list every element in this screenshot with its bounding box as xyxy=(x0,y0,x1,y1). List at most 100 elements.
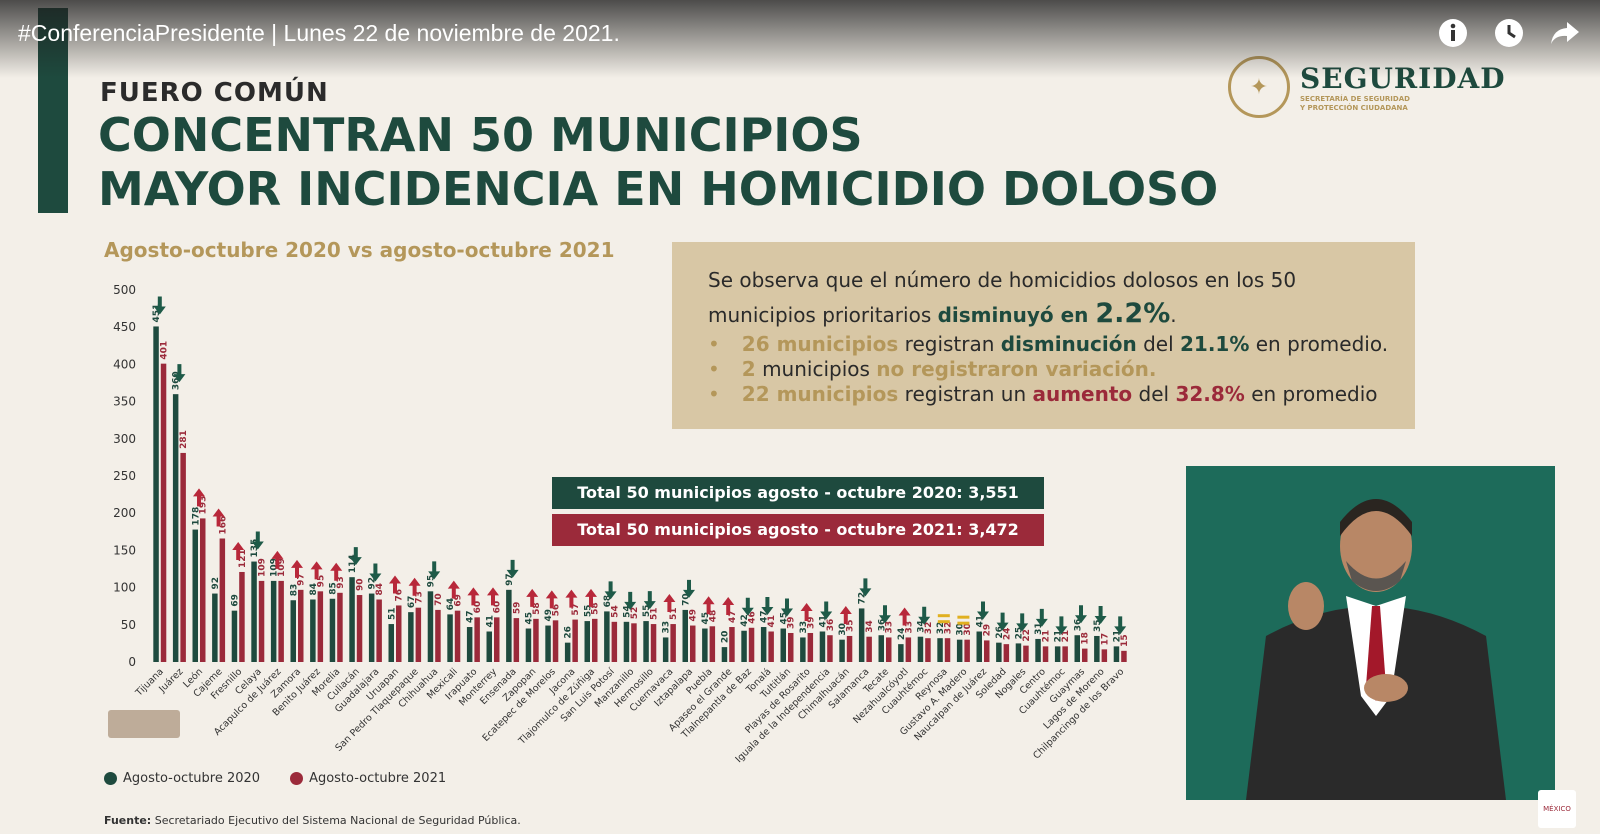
arrow-up-icon xyxy=(545,590,558,609)
arrow-down-icon xyxy=(624,591,637,610)
data-label-2020: 21 xyxy=(1112,630,1122,643)
data-label-2021: 32 xyxy=(944,622,954,635)
data-label-2020: 47 xyxy=(466,611,476,624)
arrow-down-icon xyxy=(428,561,441,580)
share-icon[interactable] xyxy=(1548,16,1582,50)
arrow-down-icon xyxy=(918,606,931,625)
data-label-2021: 51 xyxy=(650,608,660,621)
data-label-2021: 90 xyxy=(356,579,366,592)
data-label-2021: 76 xyxy=(395,589,405,602)
bar-2021 xyxy=(474,617,480,662)
arrow-up-icon xyxy=(800,602,813,621)
bar-2020 xyxy=(976,631,982,662)
bar-2020 xyxy=(525,628,532,662)
bar-2020 xyxy=(623,621,630,662)
data-label-2021: 60 xyxy=(493,601,503,614)
bar-2020 xyxy=(878,635,884,662)
video-controls xyxy=(1436,16,1582,50)
bar-2021 xyxy=(337,592,343,662)
data-label-2021: 56 xyxy=(552,604,562,617)
bar-2020 xyxy=(1074,635,1080,662)
arrow-down-icon xyxy=(820,601,833,620)
clock-icon[interactable] xyxy=(1492,16,1526,50)
data-label-2021: 49 xyxy=(689,609,699,622)
bar-2021 xyxy=(160,363,167,662)
bar-2020 xyxy=(545,625,551,662)
bar-2020 xyxy=(800,637,806,662)
bar-2021 xyxy=(494,617,500,662)
info-icon[interactable] xyxy=(1436,16,1470,50)
y-tick-label: 250 xyxy=(113,469,136,483)
data-label-2020: 178 xyxy=(191,507,201,526)
arrow-down-icon xyxy=(879,605,891,624)
data-label-2021: 36 xyxy=(826,619,836,632)
arrow-down-icon xyxy=(349,547,362,566)
info-line-1: Se observa que el número de homicidios d… xyxy=(708,268,1297,292)
data-label-2020: 31 xyxy=(1034,622,1044,635)
data-label-2020: 95 xyxy=(426,575,436,588)
data-label-2021: 70 xyxy=(434,593,444,606)
data-label-2020: 33 xyxy=(799,621,809,634)
data-label-2020: 92 xyxy=(211,577,221,590)
data-label-2021: 401 xyxy=(160,341,170,360)
bar-2021 xyxy=(572,619,578,662)
bar-2021 xyxy=(1101,649,1108,662)
bar-2020 xyxy=(290,600,296,662)
arrow-up-icon xyxy=(389,575,401,594)
data-label-2021: 21 xyxy=(1042,630,1052,643)
bar-2021 xyxy=(258,580,265,662)
bar-2020 xyxy=(270,580,277,662)
arrow-down-icon xyxy=(643,591,656,610)
arrow-down-icon xyxy=(683,579,695,598)
data-label-2021: 51 xyxy=(669,608,679,621)
logo-sub-text-1: SECRETARÍA DE SEGURIDAD xyxy=(1300,94,1410,103)
bar-2020 xyxy=(1015,643,1022,662)
bar-2020 xyxy=(956,639,963,662)
bar-2021 xyxy=(1062,646,1068,662)
bar-2020 xyxy=(349,577,355,662)
bar-2021 xyxy=(200,518,206,662)
bar-2020 xyxy=(858,608,865,662)
bar-2020 xyxy=(662,637,669,662)
bar-2021 xyxy=(807,632,814,662)
data-label-2020: 84 xyxy=(309,583,319,596)
info-bullet-increase: • 22 municipios registran un aumento del … xyxy=(708,382,1378,406)
data-label-2020: 24 xyxy=(897,628,907,641)
data-label-2021: 97 xyxy=(297,573,307,586)
bar-2020 xyxy=(427,591,434,662)
data-label-2020: 67 xyxy=(407,596,417,609)
arrow-down-icon xyxy=(369,563,382,582)
data-label-2021: 39 xyxy=(806,616,816,629)
arrow-up-icon xyxy=(839,605,852,624)
arrow-down-icon xyxy=(741,597,754,616)
bar-2020 xyxy=(388,624,394,662)
data-label-2021: 35 xyxy=(846,619,856,632)
data-label-2021: 69 xyxy=(454,594,464,607)
y-tick-label: 150 xyxy=(113,543,136,557)
bar-2021 xyxy=(729,627,735,662)
slide-subtitle: FUERO COMÚN xyxy=(100,78,329,108)
data-label-2021: 109 xyxy=(258,558,268,577)
bar-2021 xyxy=(533,618,539,662)
bar-2020 xyxy=(917,636,924,662)
chart-legend: Agosto-octubre 2020 Agosto-octubre 2021 xyxy=(104,771,446,786)
bar-2021 xyxy=(866,636,872,662)
logo-sub-text-2: Y PROTECCIÓN CIUDADANA xyxy=(1300,103,1408,112)
data-label-2020: 30 xyxy=(956,623,966,636)
arrow-down-icon xyxy=(1075,605,1087,624)
data-label-2021: 47 xyxy=(728,611,738,624)
data-label-2021: 95 xyxy=(316,575,326,588)
bar-2021 xyxy=(1082,648,1088,662)
y-tick-label: 50 xyxy=(121,618,136,632)
total-2020-banner: Total 50 municipios agosto - octubre 202… xyxy=(552,477,1044,509)
data-label-2020: 55 xyxy=(583,605,593,618)
arrow-down-icon xyxy=(1055,616,1068,635)
bar-2021 xyxy=(709,626,716,662)
arrow-up-icon xyxy=(232,541,245,560)
arrow-down-icon xyxy=(153,296,166,315)
arrow-up-icon xyxy=(447,580,460,599)
data-label-2021: 193 xyxy=(199,496,209,515)
bar-2020 xyxy=(1035,638,1041,662)
data-label-2020: 45 xyxy=(524,612,534,625)
